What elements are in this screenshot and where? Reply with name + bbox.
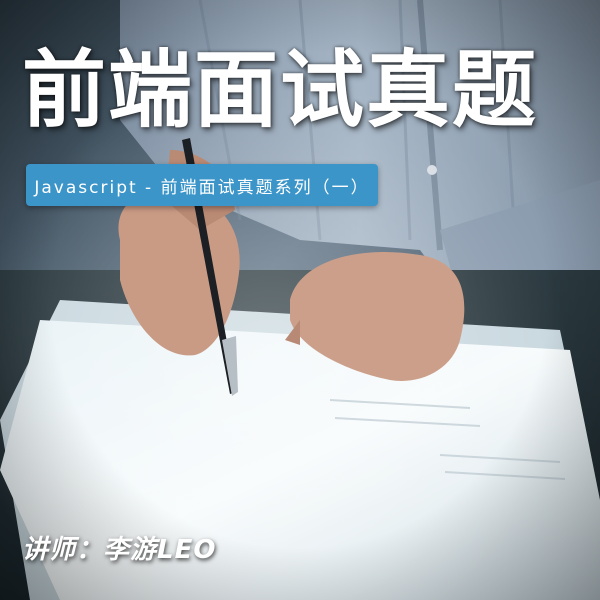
subtitle-banner: Javascript - 前端面试真题系列（一） <box>26 164 378 206</box>
lecturer-credit: 讲师：李游LEO <box>22 535 217 565</box>
course-title: 前端面试真题 <box>22 41 539 139</box>
subtitle-text: Javascript - 前端面试真题系列（一） <box>34 177 370 198</box>
